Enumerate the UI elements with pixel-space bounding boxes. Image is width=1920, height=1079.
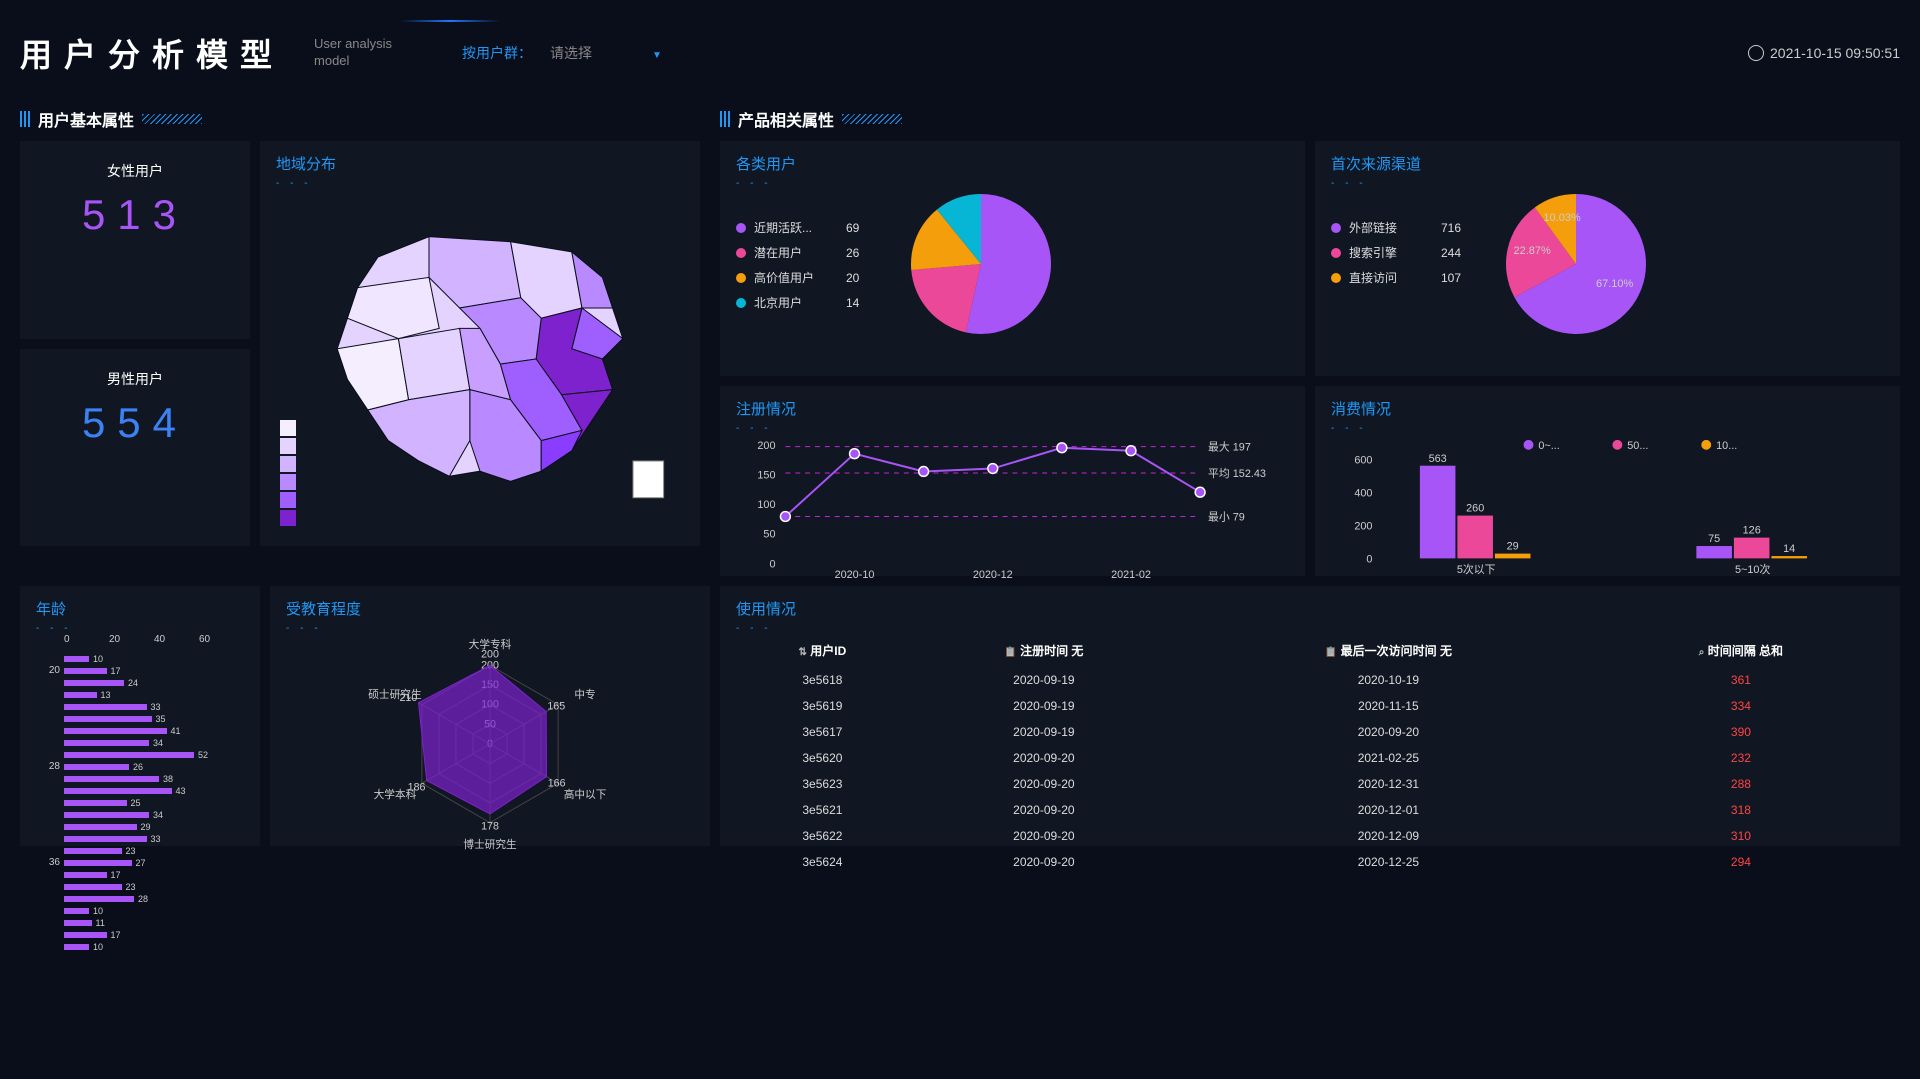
age-bars: 1020172413333541345228263843253429332336… (36, 645, 244, 952)
source-pie: 67.10% 22.87% 10.03% (1501, 189, 1651, 339)
svg-text:5~10次: 5~10次 (1735, 562, 1770, 576)
svg-text:178: 178 (481, 821, 499, 833)
register-panel: 注册情况 - - - 050100150200最大 197平均 152.43最小… (720, 386, 1305, 576)
svg-text:186: 186 (408, 781, 426, 793)
usage-table: ⇅ 用户ID📋 注册时间 无📋 最后一次访问时间 无⌕ 时间间隔 总和3e561… (736, 634, 1884, 875)
svg-text:563: 563 (1429, 453, 1447, 465)
female-users-card: 女性用户 513 (20, 141, 250, 339)
map-legend (280, 420, 296, 526)
svg-text:210: 210 (399, 692, 417, 704)
user-types-legend: 近期活跃...69潜在用户26高价值用户20北京用户14 (736, 189, 886, 364)
age-panel: 年龄 - - - 0204060 10201724133335413452282… (20, 586, 260, 846)
svg-text:150: 150 (757, 469, 775, 481)
svg-text:14: 14 (1783, 543, 1795, 555)
table-row[interactable]: 3e56242020-09-202020-12-25294 (736, 849, 1884, 875)
svg-text:0: 0 (769, 558, 775, 570)
svg-text:29: 29 (1507, 541, 1519, 553)
svg-text:中专: 中专 (574, 688, 595, 701)
user-types-pie (906, 189, 1056, 339)
svg-text:5次以下: 5次以下 (1457, 562, 1496, 576)
male-users-card: 男性用户 554 (20, 349, 250, 547)
usage-panel: 使用情况 - - - ⇅ 用户ID📋 注册时间 无📋 最后一次访问时间 无⌕ 时… (720, 586, 1900, 846)
table-row[interactable]: 3e56202020-09-202021-02-25232 (736, 745, 1884, 771)
page-title: 用户分析模型 (20, 30, 284, 76)
male-count: 554 (20, 399, 250, 447)
table-row[interactable]: 3e56232020-09-202020-12-31288 (736, 771, 1884, 797)
user-types-panel: 各类用户 - - - 近期活跃...69潜在用户26高价值用户20北京用户14 (720, 141, 1305, 376)
table-header[interactable]: 📋 最后一次访问时间 无 (1179, 634, 1598, 667)
education-panel: 受教育程度 - - - 050100150200大学专科200中专165高中以下… (270, 586, 710, 846)
svg-text:50: 50 (763, 529, 775, 541)
user-group-select[interactable]: 请选择 (542, 39, 722, 67)
timestamp: 2021-10-15 09:50:51 (1748, 45, 1900, 61)
table-row[interactable]: 3e56192020-09-192020-11-15334 (736, 693, 1884, 719)
table-header[interactable]: ⇅ 用户ID (736, 634, 909, 667)
svg-text:2021-02: 2021-02 (1111, 569, 1151, 581)
svg-text:50...: 50... (1627, 440, 1648, 452)
svg-text:75: 75 (1708, 533, 1720, 545)
consume-bar-chart: 0~... 50... 10... 0 200 400 600 563 260 29 5次以下 75 1… (1331, 434, 1884, 584)
svg-text:200: 200 (757, 440, 775, 452)
svg-text:平均 152.43: 平均 152.43 (1208, 467, 1266, 480)
header: 用户分析模型 User analysis model 按用户群： 请选择 202… (20, 20, 1900, 97)
svg-text:126: 126 (1743, 525, 1761, 537)
section-user-basic: 用户基本属性 (20, 107, 700, 131)
table-header[interactable]: 📋 注册时间 无 (909, 634, 1179, 667)
svg-text:10.03%: 10.03% (1543, 212, 1581, 224)
svg-text:166: 166 (548, 777, 566, 789)
left-column: 用户基本属性 女性用户 513 地域分布 - - - (20, 97, 700, 576)
female-count: 513 (20, 191, 250, 239)
china-map (276, 189, 684, 529)
right-column: 产品相关属性 各类用户 - - - 近期活跃...69潜在用户26高价值用户20… (720, 97, 1900, 576)
svg-text:22.87%: 22.87% (1513, 245, 1551, 257)
table-row[interactable]: 3e56212020-09-202020-12-01318 (736, 797, 1884, 823)
table-row[interactable]: 3e56182020-09-192020-10-19361 (736, 667, 1884, 693)
svg-text:165: 165 (547, 701, 565, 713)
source-legend: 外部链接716搜索引擎244直接访问107 (1331, 189, 1481, 364)
filter-label: 按用户群： (462, 43, 532, 63)
svg-text:400: 400 (1354, 487, 1372, 499)
svg-text:0~...: 0~... (1538, 440, 1559, 452)
section-product: 产品相关属性 (720, 107, 1900, 131)
svg-text:最小 79: 最小 79 (1208, 510, 1245, 523)
education-radar: 050100150200大学专科200中专165高中以下166博士研究生178大… (286, 634, 694, 854)
table-row[interactable]: 3e56172020-09-192020-09-20390 (736, 719, 1884, 745)
svg-text:200: 200 (481, 649, 499, 661)
user-group-filter: 按用户群： 请选择 (462, 39, 722, 67)
consume-panel: 消费情况 - - - 0~...50...10...02004006005632… (1315, 386, 1900, 576)
table-row[interactable]: 3e56222020-09-202020-12-09310 (736, 823, 1884, 849)
svg-text:0: 0 (1366, 553, 1372, 565)
source-panel: 首次来源渠道 - - - 外部链接716搜索引擎244直接访问107 67.10… (1315, 141, 1900, 376)
svg-text:2020-10: 2020-10 (835, 569, 875, 581)
svg-text:260: 260 (1466, 503, 1484, 515)
svg-text:67.10%: 67.10% (1596, 278, 1634, 290)
region-panel: 地域分布 - - - (260, 141, 700, 546)
page-subtitle: User analysis model (314, 36, 392, 70)
svg-text:100: 100 (757, 499, 775, 511)
svg-text:博士研究生: 博士研究生 (463, 838, 517, 851)
svg-text:最大 197: 最大 197 (1208, 440, 1251, 454)
register-line-chart: 0 50 100 150 200 最大 197 平均 152.43 最小 79 2020-10 2… (736, 434, 1289, 584)
svg-text:2020-12: 2020-12 (973, 569, 1013, 581)
svg-text:10...: 10... (1716, 440, 1737, 452)
svg-text:600: 600 (1354, 455, 1372, 467)
svg-text:200: 200 (1354, 520, 1372, 532)
svg-text:高中以下: 高中以下 (564, 788, 607, 801)
table-header[interactable]: ⌕ 时间间隔 总和 (1598, 634, 1884, 667)
